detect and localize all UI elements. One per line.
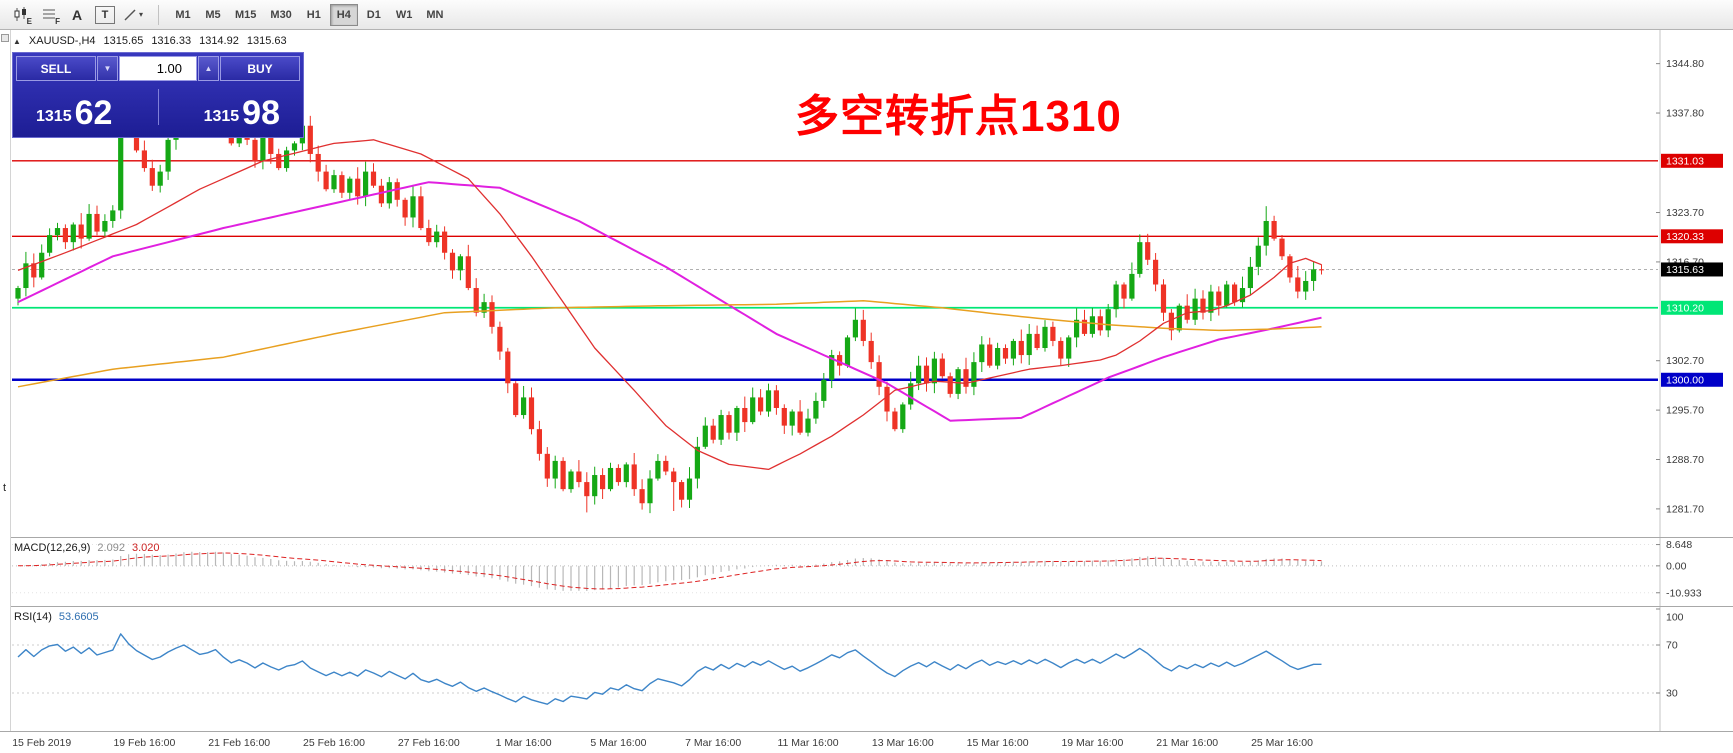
svg-text:27 Feb 16:00: 27 Feb 16:00 (398, 737, 460, 749)
svg-text:1288.70: 1288.70 (1666, 454, 1704, 466)
timeframe-h1-button[interactable]: H1 (300, 4, 328, 26)
close-value: 1315.63 (246, 35, 287, 47)
volume-increase-button[interactable]: ▲ (198, 56, 219, 81)
buy-button[interactable]: BUY (220, 56, 300, 81)
low-value: 1314.92 (199, 35, 239, 47)
svg-text:7 Mar 16:00: 7 Mar 16:00 (685, 737, 741, 749)
svg-text:1281.70: 1281.70 (1666, 503, 1704, 515)
collapse-handle[interactable] (1, 34, 9, 42)
text-box-tool-button[interactable]: T (92, 3, 118, 27)
macd-main-value: 2.092 (97, 542, 125, 554)
symbol-name: XAUUSD-,H4 (28, 35, 96, 47)
symbol-marker-icon: ▲ (13, 36, 21, 46)
left-edge-strip: t (0, 30, 11, 731)
svg-text:1310.20: 1310.20 (1666, 302, 1704, 314)
svg-text:19 Feb 16:00: 19 Feb 16:00 (113, 737, 175, 749)
candlestick-chart-icon (14, 7, 26, 21)
chart-annotation-text: 多空转折点1310 (795, 92, 1122, 141)
timeframe-m15-button[interactable]: M15 (229, 4, 262, 26)
bid-price: 1315 62 (36, 93, 113, 132)
svg-text:1 Mar 16:00: 1 Mar 16:00 (496, 737, 552, 749)
macd-label: MACD(12,26,9) 2.092 3.020 (14, 542, 159, 554)
rsi-label: RSI(14) 53.6605 (14, 611, 99, 623)
text-box-icon: T (95, 5, 115, 24)
svg-text:-10.933: -10.933 (1666, 587, 1702, 599)
svg-text:1323.70: 1323.70 (1666, 207, 1704, 219)
tool-badge-e: E (26, 16, 32, 26)
macd-signal-value: 3.020 (131, 542, 160, 554)
svg-text:15 Mar 16:00: 15 Mar 16:00 (967, 737, 1029, 749)
rsi-value: 53.6605 (58, 611, 99, 623)
svg-text:25 Feb 16:00: 25 Feb 16:00 (303, 737, 365, 749)
svg-text:1344.80: 1344.80 (1666, 58, 1704, 70)
svg-text:21 Mar 16:00: 21 Mar 16:00 (1156, 737, 1218, 749)
list-icon (43, 9, 55, 19)
timeframe-mn-button[interactable]: MN (420, 4, 449, 26)
one-click-trading-panel: SELL ▼ ▲ BUY 1315 62 1315 98 (12, 52, 304, 138)
candlestick-chart[interactable]: 1344.801337.801323.701316.701302.701295.… (0, 30, 1733, 753)
ask-main-digits: 1315 (203, 108, 240, 126)
ask-price: 1315 98 (203, 93, 280, 132)
svg-text:13 Mar 16:00: 13 Mar 16:00 (872, 737, 934, 749)
svg-text:21 Feb 16:00: 21 Feb 16:00 (208, 737, 270, 749)
caret-down-icon: ▼ (103, 64, 112, 73)
timeframe-d1-button[interactable]: D1 (360, 4, 388, 26)
ask-pip-digits: 98 (242, 93, 280, 132)
symbol-ohlc-header: ▲ XAUUSD-,H4 1315.65 1316.33 1314.92 131… (13, 35, 287, 47)
svg-text:8.648: 8.648 (1666, 539, 1692, 551)
rsi-name: RSI(14) (14, 611, 52, 623)
svg-text:25 Mar 16:00: 25 Mar 16:00 (1251, 737, 1313, 749)
timeframe-h4-button[interactable]: H4 (329, 3, 358, 26)
object-list-tool-button[interactable]: F (36, 3, 62, 27)
bid-pip-digits: 62 (74, 93, 113, 132)
svg-text:0.00: 0.00 (1666, 560, 1687, 572)
volume-decrease-button[interactable]: ▼ (97, 56, 118, 81)
svg-text:1337.80: 1337.80 (1666, 108, 1704, 120)
high-value: 1316.33 (151, 35, 192, 47)
bid-main-digits: 1315 (36, 108, 72, 126)
chart-window: 1344.80 1337.80 1323.70 1316.70 1302.70 1295.… (0, 30, 1733, 753)
price-divider (158, 89, 159, 125)
svg-text:30: 30 (1666, 688, 1678, 700)
volume-input[interactable] (119, 56, 197, 81)
svg-text:19 Mar 16:00: 19 Mar 16:00 (1061, 737, 1123, 749)
timeframe-m1-button[interactable]: M1 (169, 4, 197, 26)
svg-text:11 Mar 16:00: 11 Mar 16:00 (777, 737, 838, 749)
sell-button[interactable]: SELL (16, 56, 96, 81)
open-value: 1315.65 (103, 35, 144, 47)
svg-text:1295.70: 1295.70 (1666, 405, 1704, 417)
svg-text:15 Feb 2019: 15 Feb 2019 (12, 737, 71, 749)
left-strip-label: t (3, 482, 7, 494)
svg-text:70: 70 (1666, 640, 1678, 652)
svg-text:1315.63: 1315.63 (1666, 264, 1704, 276)
macd-name: MACD(12,26,9) (14, 542, 91, 554)
toolbar-separator (158, 4, 159, 25)
timeframe-w1-button[interactable]: W1 (390, 4, 419, 26)
main-toolbar: E F A T ▾ M1 M5 M15 M30 H1 H4 D1 W1 MN (0, 0, 1733, 30)
dropdown-caret-icon: ▾ (138, 10, 143, 19)
timeframe-m5-button[interactable]: M5 (199, 4, 227, 26)
svg-text:1300.00: 1300.00 (1666, 374, 1704, 386)
timeframe-m30-button[interactable]: M30 (264, 4, 297, 26)
caret-up-icon: ▲ (204, 64, 213, 73)
timeframe-button-group: M1 M5 M15 M30 H1 H4 D1 W1 MN (169, 3, 449, 26)
svg-text:5 Mar 16:00: 5 Mar 16:00 (590, 737, 646, 749)
text-label-tool-button[interactable]: A (64, 3, 90, 27)
candlestick-tool-button[interactable]: E (8, 3, 34, 27)
svg-text:100: 100 (1666, 612, 1684, 624)
svg-text:1320.33: 1320.33 (1666, 231, 1704, 243)
drawing-tools-button[interactable]: ▾ (120, 3, 146, 27)
trendline-icon (124, 8, 136, 21)
tool-badge-f: F (55, 16, 60, 26)
svg-text:1331.03: 1331.03 (1666, 155, 1704, 167)
svg-text:1302.70: 1302.70 (1666, 355, 1704, 367)
